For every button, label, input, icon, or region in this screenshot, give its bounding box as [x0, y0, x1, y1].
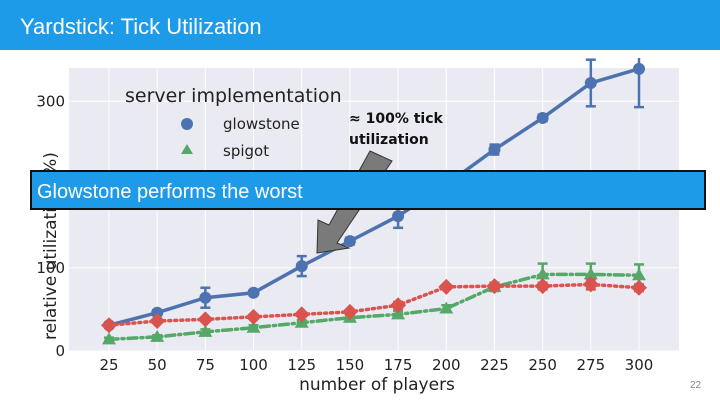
- data-point: [198, 324, 213, 337]
- data-point: [392, 210, 405, 223]
- data-point: [149, 313, 166, 330]
- data-point: [439, 301, 454, 314]
- series-line-glowstone: [107, 67, 641, 327]
- x-tick-label: 225: [480, 356, 509, 374]
- data-point: [390, 297, 407, 314]
- data-point: [633, 62, 645, 75]
- data-point: [245, 308, 262, 325]
- line-chart: 25 50 75 100 125 150 175 200 225 250 275 300 0 100 300…: [36, 29, 679, 395]
- data-point: [632, 268, 646, 281]
- x-axis-label: number of players: [299, 375, 455, 395]
- tick-labels: 25 50 75 100 125 150 175 200 225 250 275 300 0 100 300: [36, 92, 653, 374]
- data-point: [102, 332, 116, 345]
- data-point: [584, 76, 597, 89]
- x-tick-label: 125: [287, 356, 316, 374]
- data-point: [150, 329, 165, 342]
- legend-spigot-marker: [181, 144, 193, 154]
- data-point: [391, 307, 406, 320]
- callout-box: Glowstone performs the worst: [30, 170, 706, 210]
- legend-glowstone-label: glowstone: [223, 115, 300, 133]
- x-tick-label: 300: [625, 356, 654, 374]
- x-tick-label: 75: [196, 356, 215, 374]
- data-point: [535, 267, 550, 280]
- data-point: [343, 235, 356, 248]
- callout-text: Glowstone performs the worst: [37, 181, 303, 203]
- slide-title: Yardstick: Tick Utilization: [20, 14, 262, 39]
- data-point: [293, 306, 310, 323]
- data-point: [582, 276, 599, 293]
- x-tick-label: 175: [384, 356, 413, 374]
- data-point: [199, 291, 212, 304]
- legend: server implementation glowstone spigot: [125, 85, 342, 160]
- legend-glowstone-marker: [181, 118, 193, 130]
- data-point: [197, 311, 214, 328]
- slide-header: Yardstick: Tick Utilization: [0, 0, 720, 50]
- x-tick-label: 50: [148, 356, 167, 374]
- data-point: [534, 278, 551, 295]
- data-point: [341, 303, 358, 320]
- data-point: [101, 317, 117, 334]
- data-point: [488, 143, 501, 156]
- annotation-line-2: utilization: [349, 132, 429, 148]
- data-point: [438, 278, 455, 295]
- x-tick-label: 150: [336, 356, 365, 374]
- series-layer: [101, 29, 647, 345]
- x-tick-label: 200: [432, 356, 461, 374]
- x-tick-label: 25: [99, 356, 118, 374]
- data-point: [583, 267, 598, 280]
- legend-title: server implementation: [125, 85, 342, 107]
- y-tick-label: 100: [36, 259, 65, 277]
- x-tick-label: 250: [528, 356, 557, 374]
- data-point: [536, 111, 549, 124]
- data-point: [295, 260, 308, 273]
- x-tick-label: 100: [239, 356, 268, 374]
- legend-spigot-label: spigot: [223, 142, 269, 160]
- y-tick-label: 300: [36, 92, 65, 110]
- series-line-series-2: [107, 282, 641, 327]
- series-line-spigot: [107, 272, 641, 342]
- data-point: [151, 306, 164, 319]
- x-tick-label: 275: [576, 356, 605, 374]
- data-point: [247, 286, 260, 299]
- y-tick-label: 0: [55, 342, 65, 360]
- annotation-line-1: ≈ 100% tick: [349, 111, 444, 127]
- chart-container: 25 50 75 100 125 150 175 200 225 250 275 300 0 100 300…: [35, 29, 685, 405]
- page-number: 22: [690, 380, 702, 391]
- data-point: [631, 279, 647, 296]
- data-point: [486, 278, 503, 295]
- data-point: [246, 320, 261, 333]
